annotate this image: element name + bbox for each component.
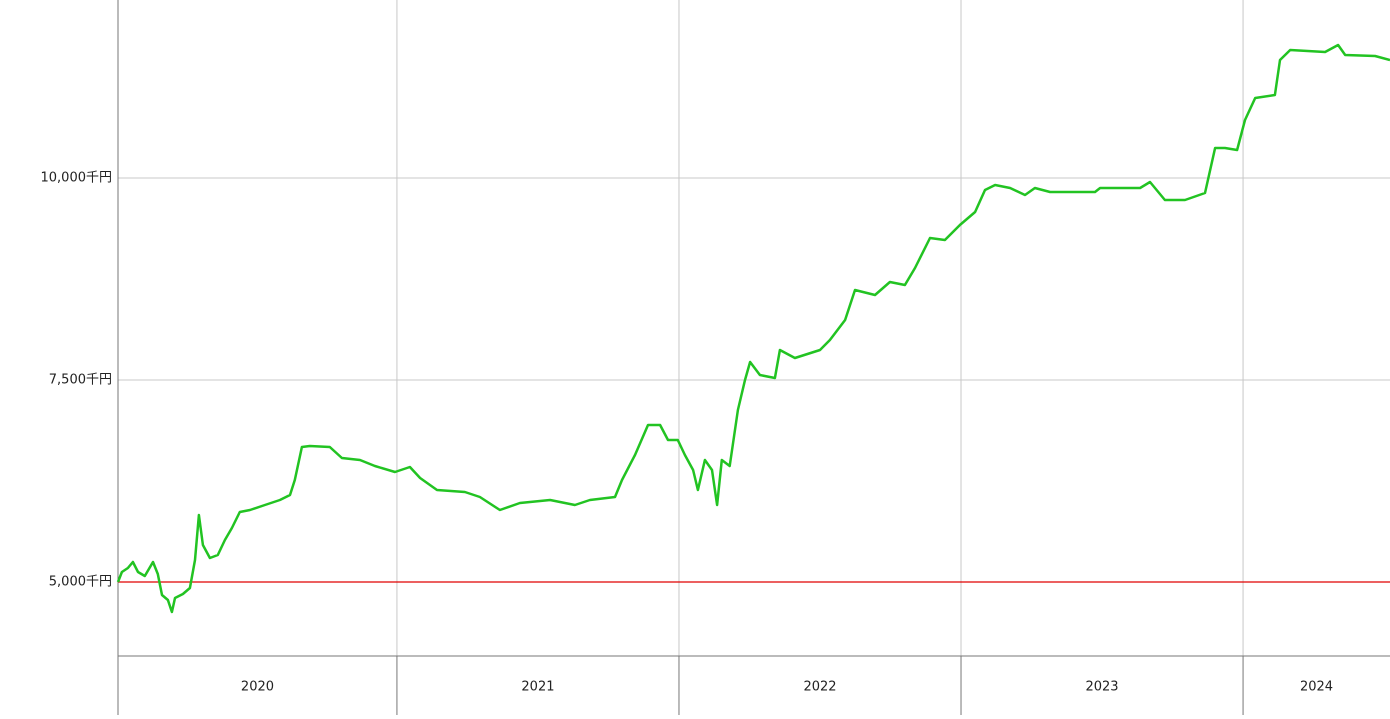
x-category-label: 2024 bbox=[1300, 680, 1333, 695]
x-category-label: 2021 bbox=[521, 680, 554, 695]
y-tick-label: 5,000千円 bbox=[49, 574, 112, 589]
y-tick-label: 7,500千円 bbox=[49, 372, 112, 387]
x-category-label: 2022 bbox=[803, 680, 836, 695]
x-category-label: 2020 bbox=[241, 680, 274, 695]
series-line bbox=[116, 43, 1390, 614]
x-category-label: 2023 bbox=[1085, 680, 1118, 695]
y-tick-label: 10,000千円 bbox=[41, 170, 113, 185]
